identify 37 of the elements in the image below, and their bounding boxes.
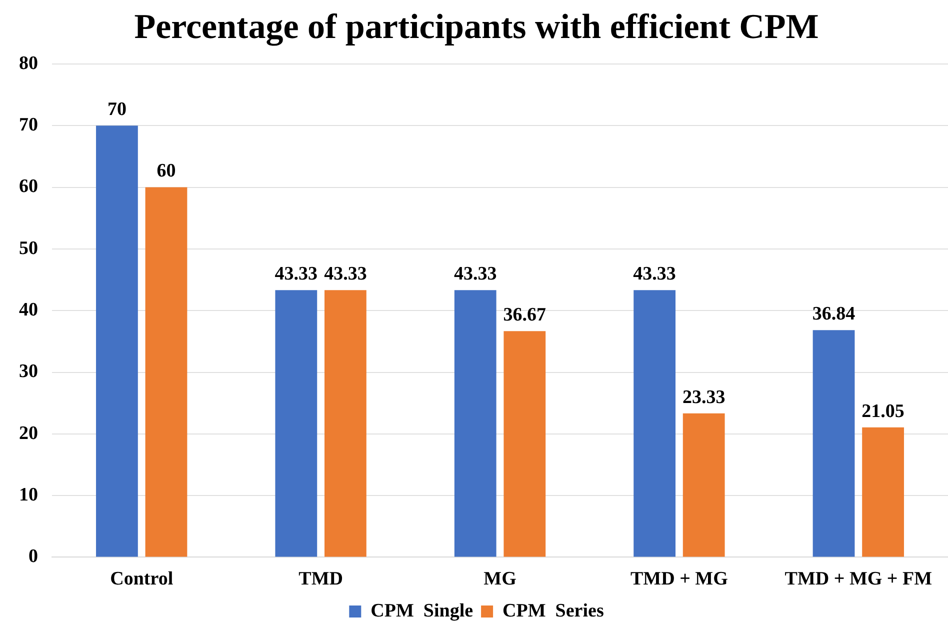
x-tick-label: TMD + MG bbox=[630, 568, 728, 590]
data-label: 43.33 bbox=[633, 263, 676, 284]
y-tick-label: 80 bbox=[19, 52, 38, 74]
bar bbox=[812, 330, 855, 557]
y-tick-label: 0 bbox=[28, 546, 38, 568]
y-tick-label: 20 bbox=[19, 422, 38, 444]
data-label: 43.33 bbox=[274, 263, 318, 284]
x-tick-label: Control bbox=[110, 568, 174, 590]
bar bbox=[275, 290, 318, 557]
data-label: 36.67 bbox=[503, 304, 547, 326]
bar bbox=[96, 126, 138, 557]
y-tick-label: 50 bbox=[19, 238, 38, 259]
data-label: 43.33 bbox=[324, 263, 367, 284]
y-tick-label: 40 bbox=[19, 300, 38, 321]
bar bbox=[324, 290, 366, 557]
x-tick-label: MG bbox=[484, 568, 517, 590]
legend-label: CPM Series bbox=[502, 600, 604, 622]
bar bbox=[862, 427, 904, 557]
data-label: 60 bbox=[156, 160, 176, 182]
x-tick-label: TMD + MG + FM bbox=[784, 568, 932, 590]
bar bbox=[145, 187, 188, 557]
chart-title: Percentage of participants with efficient CPM bbox=[134, 7, 819, 46]
y-tick-label: 70 bbox=[19, 114, 38, 136]
data-label: 21.05 bbox=[862, 400, 904, 422]
bar bbox=[634, 290, 676, 557]
data-label: 36.84 bbox=[812, 303, 856, 324]
bar bbox=[454, 290, 496, 557]
data-label: 70 bbox=[107, 99, 126, 120]
data-label: 43.33 bbox=[454, 263, 497, 284]
bar bbox=[682, 413, 725, 557]
y-tick-label: 10 bbox=[19, 484, 38, 506]
y-tick-label: 30 bbox=[19, 361, 38, 382]
legend-label: CPM Single bbox=[370, 600, 474, 622]
data-label: 23.33 bbox=[682, 386, 726, 408]
bar bbox=[504, 331, 546, 557]
y-tick-label: 60 bbox=[19, 176, 38, 198]
x-tick-label: TMD bbox=[298, 568, 343, 590]
